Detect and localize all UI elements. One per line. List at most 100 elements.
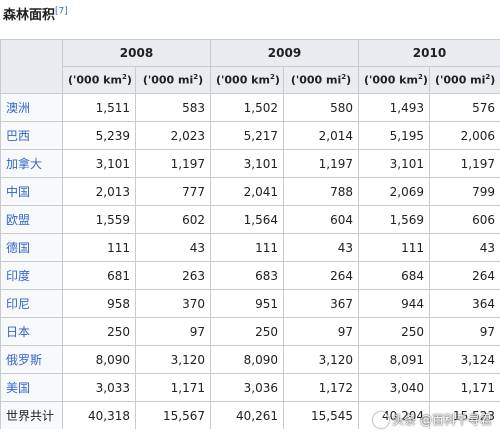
unit-close: )	[198, 73, 204, 87]
unit-label: ('000 mi	[290, 73, 342, 87]
unit-superscript: 2	[417, 73, 423, 82]
year-header-2010: 2010	[358, 39, 500, 67]
value-cell: 2,023	[135, 121, 211, 150]
table-row: 俄罗斯 8,090 3,120 8,090 3,120 8,091 3,124	[0, 345, 500, 374]
value-cell: 97	[135, 317, 211, 346]
country-link[interactable]: 德国	[0, 233, 63, 262]
value-cell: 2,013	[62, 177, 136, 206]
value-cell: 250	[62, 317, 136, 346]
value-cell: 1,197	[283, 149, 359, 178]
value-cell: 2,014	[283, 121, 359, 150]
reference-label: [7]	[55, 6, 68, 17]
country-link[interactable]: 澳洲	[0, 93, 63, 122]
unit-close: )	[346, 73, 352, 87]
value-cell: 264	[283, 261, 359, 290]
value-cell: 40,318	[62, 401, 136, 429]
value-cell: 788	[283, 177, 359, 206]
country-link[interactable]: 巴西	[0, 121, 63, 150]
year-header-2009: 2009	[210, 39, 359, 67]
value-cell: 1,197	[135, 149, 211, 178]
unit-header-2008-mi2: ('000 mi2)	[135, 66, 211, 94]
value-cell: 602	[135, 205, 211, 234]
value-cell: 3,120	[135, 345, 211, 374]
value-cell: 5,195	[358, 121, 430, 150]
table-row: 欧盟 1,559 602 1,564 604 1,569 606	[0, 205, 500, 234]
value-cell: 40,261	[210, 401, 284, 429]
country-link[interactable]: 欧盟	[0, 205, 63, 234]
value-cell: 111	[210, 233, 284, 262]
value-cell: 1,502	[210, 93, 284, 122]
value-cell: 3,036	[210, 373, 284, 402]
table-row: 德国 111 43 111 43 111 43	[0, 233, 500, 262]
value-cell: 1,511	[62, 93, 136, 122]
value-cell: 683	[210, 261, 284, 290]
unit-label: ('000 km	[364, 73, 418, 87]
value-cell: 364	[429, 289, 500, 318]
section-title: 森林面积[7]	[3, 4, 68, 23]
watermark-text: 头条 @百科千寻君	[392, 413, 492, 427]
unit-close: )	[126, 73, 132, 87]
table-row: 印度 681 263 683 264 684 264	[0, 261, 500, 290]
unit-close: )	[274, 73, 280, 87]
value-cell: 951	[210, 289, 284, 318]
value-cell: 370	[135, 289, 211, 318]
value-cell: 576	[429, 93, 500, 122]
total-label: 世界共计	[0, 401, 63, 429]
value-cell: 264	[429, 261, 500, 290]
watermark: 头条 @百科千寻君	[373, 411, 492, 428]
country-link[interactable]: 印尼	[0, 289, 63, 318]
value-cell: 580	[283, 93, 359, 122]
value-cell: 43	[135, 233, 211, 262]
table-row: 澳洲 1,511 583 1,502 580 1,493 576	[0, 93, 500, 122]
country-link[interactable]: 俄罗斯	[0, 345, 63, 374]
reference-link[interactable]: [7]	[55, 7, 68, 17]
value-cell: 3,040	[358, 373, 430, 402]
country-link[interactable]: 印度	[0, 261, 63, 290]
unit-header-row: ('000 km2) ('000 mi2) ('000 km2) ('000 mi2)…	[1, 66, 500, 94]
value-cell: 1,171	[429, 373, 500, 402]
value-cell: 250	[358, 317, 430, 346]
value-cell: 111	[358, 233, 430, 262]
unit-label: ('000 mi	[142, 73, 194, 87]
unit-superscript: 2	[121, 73, 127, 82]
value-cell: 958	[62, 289, 136, 318]
unit-label: ('000 km	[216, 73, 270, 87]
value-cell: 1,171	[135, 373, 211, 402]
unit-header-2009-mi2: ('000 mi2)	[283, 66, 359, 94]
country-link[interactable]: 加拿大	[0, 149, 63, 178]
table-row: 美国 3,033 1,171 3,036 1,172 3,040 1,171	[0, 373, 500, 402]
value-cell: 8,090	[210, 345, 284, 374]
table-row: 印尼 958 370 951 367 944 364	[0, 289, 500, 318]
table-row: 加拿大 3,101 1,197 3,101 1,197 3,101 1,197	[0, 149, 500, 178]
unit-superscript: 2	[269, 73, 275, 82]
section-title-text: 森林面积	[3, 8, 56, 23]
value-cell: 799	[429, 177, 500, 206]
value-cell: 1,172	[283, 373, 359, 402]
value-cell: 2,006	[429, 121, 500, 150]
value-cell: 3,101	[210, 149, 284, 178]
unit-header-2009-km2: ('000 km2)	[210, 66, 284, 94]
value-cell: 684	[358, 261, 430, 290]
value-cell: 944	[358, 289, 430, 318]
value-cell: 2,041	[210, 177, 284, 206]
value-cell: 1,493	[358, 93, 430, 122]
value-cell: 5,217	[210, 121, 284, 150]
value-cell: 15,523	[429, 401, 500, 429]
unit-close: )	[422, 73, 428, 87]
watermark-logo-icon	[373, 411, 390, 428]
table-row: 中国 2,013 777 2,041 788 2,069 799	[0, 177, 500, 206]
country-link[interactable]: 中国	[0, 177, 63, 206]
value-cell: 604	[283, 205, 359, 234]
value-cell: 97	[283, 317, 359, 346]
value-cell: 97	[429, 317, 500, 346]
value-cell: 367	[283, 289, 359, 318]
country-link[interactable]: 日本	[0, 317, 63, 346]
value-cell: 3,124	[429, 345, 500, 374]
unit-superscript: 2	[485, 73, 491, 82]
value-cell: 3,101	[62, 149, 136, 178]
value-cell: 583	[135, 93, 211, 122]
table-row: 日本 250 97 250 97 250 97	[0, 317, 500, 346]
country-link[interactable]: 美国	[0, 373, 63, 402]
unit-close: )	[490, 73, 496, 87]
value-cell: 43	[283, 233, 359, 262]
